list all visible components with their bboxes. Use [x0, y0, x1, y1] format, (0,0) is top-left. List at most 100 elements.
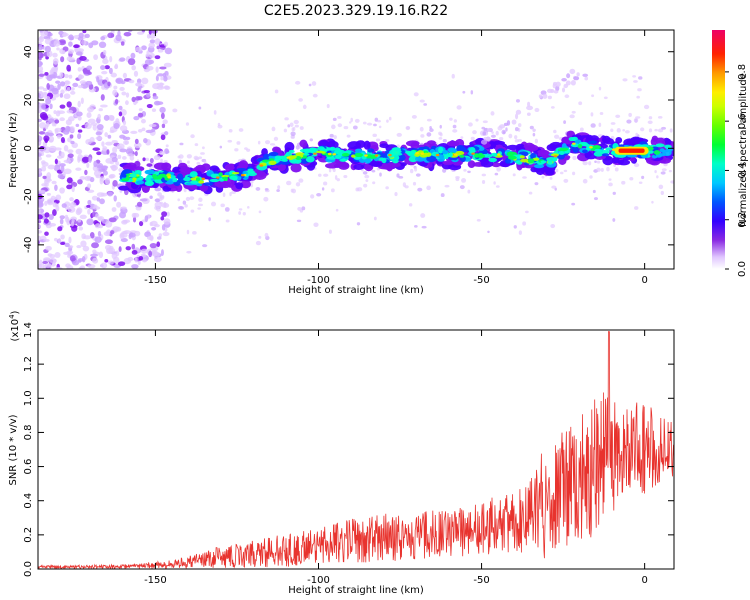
spectrogram-cell	[98, 224, 104, 229]
spectrogram-cell	[144, 180, 154, 187]
spectrogram-cell	[80, 97, 84, 105]
spectrogram-cell	[64, 242, 70, 248]
spectrogram-cell	[323, 181, 328, 186]
spectrogram-cell	[326, 103, 330, 109]
spectrogram-cell	[107, 134, 112, 139]
spectrogram-cell	[472, 130, 477, 135]
spectrogram-cell	[154, 38, 161, 45]
spectrogram-cell	[468, 146, 476, 154]
spectrogram-cell	[39, 53, 44, 59]
spectrogram-cell	[293, 119, 299, 125]
spectrogram-cell	[582, 149, 588, 154]
spectrogram-cell	[77, 133, 82, 140]
spectrogram-cell	[122, 120, 127, 126]
spectrogram-cell	[612, 191, 616, 195]
spectrogram-cell	[601, 135, 611, 144]
spectrogram-cell	[146, 163, 153, 167]
spectrogram-cell	[113, 256, 120, 264]
snr-ytick-label: 1.0	[23, 390, 34, 406]
spectrogram-cell	[97, 216, 103, 221]
spectrogram-cell	[156, 241, 161, 248]
spectrogram-cell	[202, 244, 208, 248]
spectrogram-cell	[38, 86, 45, 90]
spectrogram-cell	[341, 152, 350, 157]
spectrogram-cell	[139, 198, 148, 202]
spectrogram-cell	[402, 182, 407, 187]
spectrogram-cell	[210, 201, 217, 207]
spectrogram-ytick-label: -40	[23, 237, 34, 253]
spectrogram-cell	[150, 220, 158, 227]
spectrogram-cell	[66, 177, 73, 184]
spectrogram-cell	[151, 226, 157, 231]
spectrogram-cell	[59, 187, 65, 194]
spectrogram-cell	[200, 152, 205, 155]
spectrogram-cell	[66, 109, 74, 114]
snr-frame	[37, 329, 675, 570]
spectrogram-cell	[134, 138, 139, 144]
spectrogram-cell	[172, 166, 182, 174]
spectrogram-cell	[461, 178, 467, 183]
spectrogram-cell	[277, 185, 281, 190]
spectrogram-cell	[573, 76, 580, 81]
spectrogram-cell	[84, 169, 88, 176]
spectrogram-cell	[76, 245, 82, 249]
spectrogram-cell	[157, 73, 164, 77]
spectrogram-cell	[328, 229, 332, 234]
spectrogram-cell	[594, 160, 597, 163]
spectrogram-cell	[364, 157, 372, 164]
spectrogram-cell	[448, 152, 453, 158]
spectrogram-cell	[280, 156, 289, 161]
spectrogram-cell	[522, 176, 527, 179]
spectrogram-cell	[137, 87, 142, 93]
spectrogram-cell	[70, 181, 78, 188]
spectrogram-cell	[658, 184, 664, 190]
spectrogram-cell	[79, 214, 87, 220]
spectrogram-cell	[158, 233, 163, 238]
spectrogram-cell	[148, 123, 157, 128]
spectrogram-cell	[69, 134, 74, 139]
spectrogram-cell	[149, 243, 157, 249]
spectrogram-cell	[133, 142, 142, 149]
spectrogram-cell	[190, 180, 198, 184]
spectrogram-cell	[647, 120, 653, 125]
spectrogram-cell	[294, 124, 299, 128]
spectrogram-cell	[138, 255, 144, 261]
spectrogram-cell	[507, 155, 517, 160]
spectrogram-cell	[66, 56, 73, 62]
spectrogram-cell	[151, 128, 156, 133]
spectrogram-cell	[43, 218, 49, 224]
spectrogram-cell	[234, 148, 239, 152]
spectrogram-cell	[110, 230, 115, 235]
spectrogram-cell	[71, 217, 75, 223]
snr-plot-area	[38, 331, 674, 569]
spectrogram-cell	[96, 76, 100, 83]
spectrogram-cell	[99, 176, 105, 182]
spectrogram-cell	[616, 128, 621, 133]
spectrogram-cell	[605, 147, 613, 151]
spectrogram-cell	[76, 207, 83, 214]
spectrogram-cell	[311, 81, 317, 86]
spectrogram-cell	[60, 56, 65, 63]
spectrogram-cell	[166, 173, 171, 177]
spectrogram-cell	[235, 182, 244, 190]
spectrogram-cell	[298, 98, 303, 102]
spectrogram-cell	[117, 154, 122, 159]
spectrogram-cell	[51, 180, 57, 185]
spectrogram-cell	[589, 175, 593, 179]
spectrogram-cell	[38, 230, 43, 234]
spectrogram-cell	[38, 263, 42, 269]
spectrogram-cell	[287, 124, 291, 128]
spectrogram-cell	[66, 264, 74, 269]
spectrogram-cell	[136, 201, 143, 207]
spectrogram-cell	[47, 132, 54, 137]
spectrogram-cell	[452, 124, 457, 129]
spectrogram-cell	[299, 148, 311, 153]
spectrogram-cell	[116, 201, 122, 208]
spectrogram-cell	[332, 167, 336, 173]
spectrogram-cell	[599, 112, 604, 115]
spectrogram-cell	[178, 154, 184, 159]
spectrogram-cell	[42, 87, 48, 92]
spectrogram-cell	[354, 152, 363, 158]
spectrogram-cell	[328, 168, 332, 173]
spectrogram-cell	[80, 39, 87, 46]
